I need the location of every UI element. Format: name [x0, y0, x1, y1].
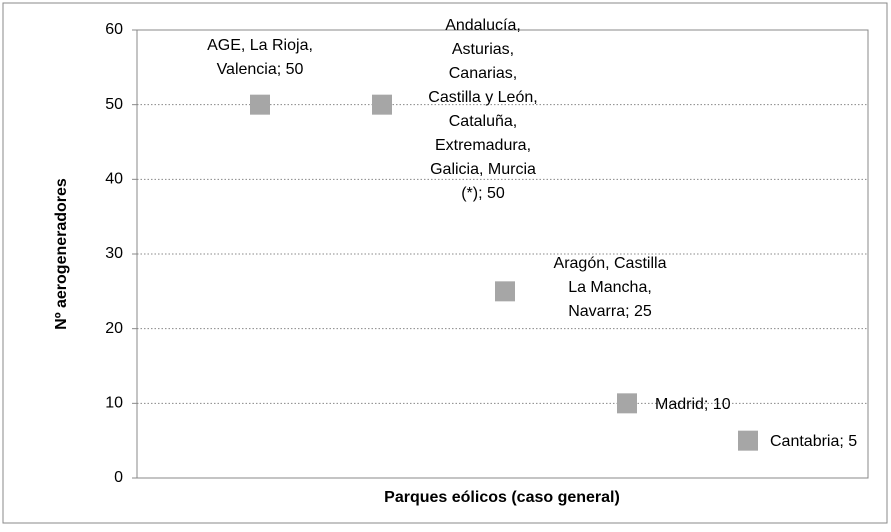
- data-label: Navarra; 25: [568, 303, 652, 320]
- y-tick-label: 60: [105, 21, 123, 38]
- data-label: Cataluña,: [449, 113, 518, 130]
- y-tick-label: 40: [105, 171, 123, 188]
- data-label: Castilla y León,: [428, 89, 537, 106]
- marker: [738, 430, 758, 451]
- data-label: Aragón, Castilla: [554, 255, 667, 272]
- data-label: Cantabria; 5: [770, 433, 857, 450]
- y-tick-label: 20: [105, 320, 123, 337]
- marker: [250, 94, 270, 115]
- data-label: AGE, La Rioja,: [207, 37, 313, 54]
- data-label: Asturias,: [452, 41, 514, 58]
- y-tick-label: 0: [114, 469, 123, 486]
- marker: [372, 94, 392, 115]
- data-label: Valencia; 50: [217, 61, 304, 78]
- marker: [495, 281, 515, 302]
- y-tick-label: 10: [105, 395, 123, 412]
- data-label: Galicia, Murcia: [430, 161, 536, 178]
- data-label: (*); 50: [461, 185, 505, 202]
- data-label: Andalucía,: [445, 17, 521, 34]
- x-axis-title: Parques eólicos (caso general): [384, 489, 620, 506]
- data-label: Canarias,: [449, 65, 517, 82]
- y-axis-title: Nº aerogeneradores: [53, 178, 70, 330]
- data-label: Madrid; 10: [655, 396, 731, 413]
- marker: [617, 393, 637, 414]
- y-tick-label: 30: [105, 245, 123, 262]
- data-label: Extremadura,: [435, 137, 531, 154]
- data-label: La Mancha,: [568, 279, 652, 296]
- y-tick-label: 50: [105, 96, 123, 113]
